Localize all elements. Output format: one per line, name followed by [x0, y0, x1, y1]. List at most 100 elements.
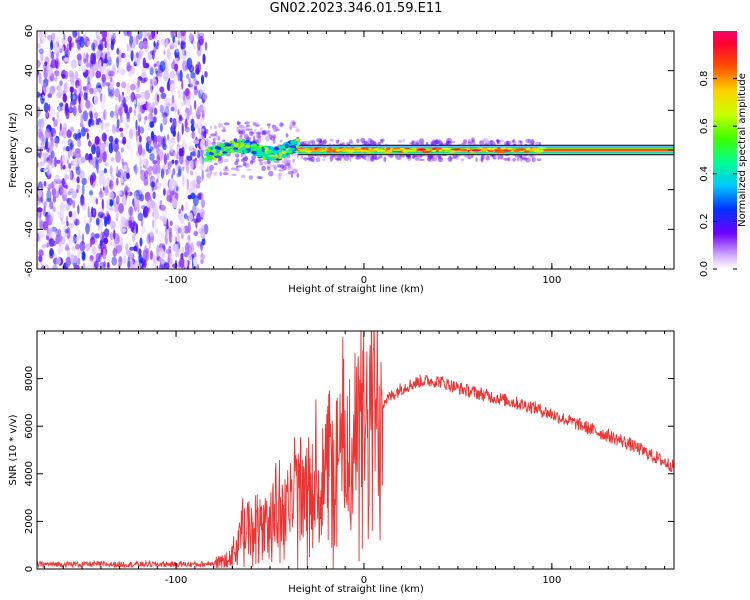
heatmap-cell	[50, 53, 55, 60]
heatmap-cell	[114, 215, 119, 220]
colorbar-tick-label: 0.8	[699, 71, 710, 87]
heatmap-cell	[220, 147, 225, 152]
heatmap-cell	[196, 106, 201, 116]
heatmap-cell	[198, 123, 201, 129]
heatmap-cell	[155, 228, 158, 235]
heatmap-cell	[116, 165, 119, 175]
heatmap-cell	[92, 208, 97, 218]
heatmap-cell	[96, 145, 101, 158]
heatmap-cell	[223, 158, 229, 163]
heatmap-cell	[170, 107, 175, 112]
heatmap-cell	[480, 148, 488, 151]
heatmap-cell	[47, 209, 51, 216]
heatmap-cell	[82, 203, 87, 211]
heatmap-cell	[289, 122, 294, 127]
heatmap-cell	[62, 164, 66, 170]
heatmap-cell	[135, 223, 139, 234]
heatmap-cell	[129, 83, 136, 91]
heatmap-cell	[531, 156, 536, 163]
heatmap-cell	[116, 56, 119, 68]
heatmap-cell	[110, 138, 114, 150]
heatmap-cell	[62, 146, 67, 152]
heatmap-cell	[356, 154, 359, 159]
heatmap-cell	[178, 208, 181, 214]
heatmap-cell	[109, 179, 114, 190]
heatmap-cell	[306, 157, 312, 160]
heatmap-cell	[53, 83, 56, 92]
heatmap-cell	[174, 63, 179, 72]
heatmap-cell	[326, 147, 333, 150]
heatmap-cell	[392, 148, 401, 152]
heatmap-cell	[199, 84, 206, 96]
heatmap-cell	[186, 178, 189, 191]
heatmap-cell	[98, 211, 104, 218]
heatmap-cell	[142, 249, 148, 260]
heatmap-cell	[146, 32, 152, 37]
heatmap-cell	[118, 221, 122, 227]
heatmap-cell	[254, 128, 257, 134]
heatmap-cell	[133, 36, 136, 44]
heatmap-cell	[165, 168, 169, 176]
heatmap-cell	[200, 241, 204, 252]
heatmap-cell	[186, 73, 190, 80]
heatmap-cell	[127, 190, 130, 197]
heatmap-cell	[200, 199, 206, 208]
heatmap-cell	[450, 148, 460, 151]
spectrogram-axes: -100 0 100 -60 -40 -20 0 20 40 60	[24, 25, 674, 286]
colorbar-ticks: 0.0 0.2 0.4 0.6 0.8	[699, 71, 737, 277]
heatmap-cell	[255, 133, 259, 138]
heatmap-cell	[76, 84, 80, 95]
heatmap-cell	[69, 40, 72, 52]
heatmap-cell	[415, 140, 421, 145]
heatmap-cell	[89, 85, 94, 97]
heatmap-cell	[272, 139, 276, 144]
heatmap-cell	[106, 50, 111, 61]
heatmap-cell	[64, 174, 69, 181]
heatmap-cell	[130, 222, 134, 232]
heatmap-cell	[189, 141, 193, 150]
heatmap-cell	[72, 235, 76, 244]
heatmap-cell	[137, 78, 140, 88]
heatmap-cell	[119, 118, 124, 124]
heatmap-cell	[186, 51, 190, 59]
heatmap-cell	[195, 172, 199, 180]
heatmap-cell	[43, 102, 49, 113]
heatmap-cell	[67, 197, 73, 206]
heatmap-cell	[208, 156, 214, 159]
heatmap-cell	[193, 160, 200, 165]
heatmap-cell	[185, 95, 191, 107]
heatmap-cell	[268, 164, 274, 168]
heatmap-cell	[162, 142, 164, 149]
heatmap-cell	[200, 258, 204, 265]
heatmap-cell	[99, 221, 104, 229]
heatmap-cell	[86, 264, 93, 269]
heatmap-cell	[37, 43, 41, 49]
heatmap-cell	[76, 53, 82, 61]
heatmap-cell	[113, 112, 118, 121]
heatmap-cell	[337, 139, 340, 142]
heatmap-cell	[130, 260, 136, 269]
heatmap-cell	[200, 128, 205, 133]
heatmap-cell	[181, 166, 185, 171]
heatmap-cell	[103, 168, 107, 174]
heatmap-cell	[202, 53, 206, 65]
heatmap-cell	[38, 218, 43, 229]
heatmap-cell	[38, 255, 43, 263]
heatmap-cell	[223, 122, 230, 126]
heatmap-cell	[45, 214, 49, 226]
heatmap-cell	[100, 93, 106, 105]
heatmap-cell	[152, 116, 157, 123]
heatmap-cell	[73, 218, 80, 226]
heatmap-cell	[123, 53, 130, 62]
heatmap-cell	[133, 245, 138, 252]
heatmap-cell	[172, 117, 177, 130]
heatmap-cell	[115, 150, 121, 163]
heatmap-cell	[73, 264, 80, 269]
heatmap-cell	[177, 165, 182, 176]
heatmap-cell	[196, 149, 201, 159]
heatmap-cell	[116, 81, 121, 88]
heatmap-cell	[56, 159, 61, 164]
heatmap-cell	[89, 159, 94, 165]
heatmap-cell	[273, 151, 279, 154]
heatmap-cell	[58, 44, 65, 54]
